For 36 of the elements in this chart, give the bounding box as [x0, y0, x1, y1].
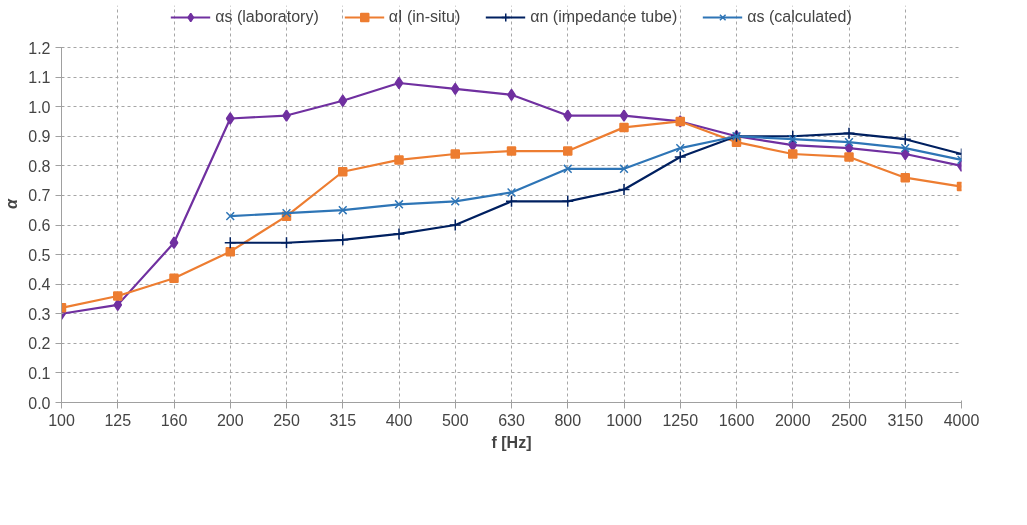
x-tick-label: 125	[104, 411, 132, 429]
legend-label: αs (laboratory)	[215, 8, 319, 26]
x-tick-label: 400	[385, 411, 413, 429]
y-tick-label: 0.0	[28, 394, 51, 412]
x-tick-label: 800	[554, 411, 582, 429]
x-tick-label: 160	[160, 411, 188, 429]
y-tick-label: 0.7	[28, 187, 51, 205]
legend-label: αI (in-situ)	[388, 8, 461, 26]
x-tick-label: 1000	[606, 411, 642, 429]
x-tick-label: 2500	[831, 411, 867, 429]
y-tick-label: 0.4	[28, 276, 51, 294]
y-tick-label: 1.2	[28, 39, 51, 57]
x-tick-label: 4000	[943, 411, 980, 429]
y-tick-label: 0.9	[28, 128, 51, 146]
x-tick-label: 250	[273, 411, 300, 429]
x-tick-label: 1250	[662, 411, 699, 429]
y-tick-label: 0.3	[28, 305, 51, 323]
y-tick-label: 0.8	[28, 157, 51, 175]
y-tick-label: 0.6	[28, 217, 51, 234]
y-tick-label: 1.0	[28, 98, 51, 116]
y-tick-label: 0.2	[28, 335, 51, 353]
y-tick-label: 0.5	[28, 246, 51, 264]
x-tick-label: 1600	[718, 411, 755, 429]
y-axis-title: α	[3, 197, 21, 209]
y-tick-label: 0.1	[28, 364, 51, 382]
x-tick-label: 500	[441, 411, 469, 429]
x-tick-label: 2000	[774, 411, 811, 429]
x-tick-label: 3150	[887, 411, 924, 429]
y-tick-label: 1.1	[28, 69, 51, 87]
x-axis-title: f [Hz]	[491, 433, 532, 451]
x-tick-label: 315	[329, 411, 357, 429]
x-tick-label: 630	[498, 411, 525, 429]
legend-label: αs (calculated)	[747, 8, 852, 26]
legend-label: αn (impedance tube)	[530, 8, 678, 26]
x-tick-label: 100	[48, 411, 75, 429]
x-tick-label: 200	[216, 411, 244, 429]
